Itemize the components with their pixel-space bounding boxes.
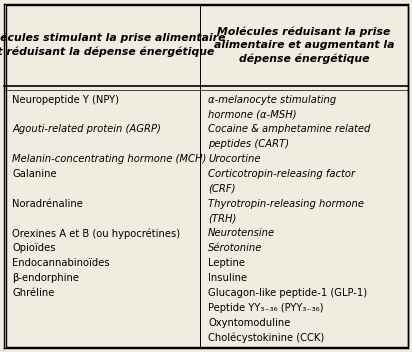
Text: Oxyntomoduline: Oxyntomoduline: [208, 318, 290, 328]
Text: Peptide YY₃₋₃₆ (PYY₃₋₃₆): Peptide YY₃₋₃₆ (PYY₃₋₃₆): [208, 303, 323, 313]
Text: Noradrénaline: Noradrénaline: [12, 199, 83, 209]
Text: Agouti-related protein (AGRP): Agouti-related protein (AGRP): [12, 124, 161, 134]
FancyBboxPatch shape: [6, 5, 408, 347]
Text: Cocaine & amphetamine related: Cocaine & amphetamine related: [208, 124, 370, 134]
Text: Insuline: Insuline: [208, 273, 247, 283]
Text: Ghréline: Ghréline: [12, 288, 55, 298]
Text: Neuropeptide Y (NPY): Neuropeptide Y (NPY): [12, 95, 119, 105]
Text: Molécules réduisant la prise
alimentaire et augmentant la
dépense énergétique: Molécules réduisant la prise alimentaire…: [213, 26, 394, 64]
Text: peptides (CART): peptides (CART): [208, 139, 289, 149]
Text: Orexines A et B (ou hypocrétines): Orexines A et B (ou hypocrétines): [12, 228, 180, 239]
Text: Sérotonine: Sérotonine: [208, 243, 262, 253]
Text: Molécules stimulant la prise alimentaire
et réduisant la dépense énergétique: Molécules stimulant la prise alimentaire…: [0, 33, 226, 57]
Text: Cholécystokinine (CCK): Cholécystokinine (CCK): [208, 332, 324, 343]
Text: Opioïdes: Opioïdes: [12, 243, 56, 253]
Text: (CRF): (CRF): [208, 184, 236, 194]
Text: Urocortine: Urocortine: [208, 154, 260, 164]
Text: α-melanocyte stimulating: α-melanocyte stimulating: [208, 95, 336, 105]
Text: Neurotensine: Neurotensine: [208, 228, 275, 238]
Text: Endocannabinoïdes: Endocannabinoïdes: [12, 258, 110, 268]
Text: (TRH): (TRH): [208, 214, 236, 224]
Text: Thyrotropin-releasing hormone: Thyrotropin-releasing hormone: [208, 199, 364, 209]
Text: β-endorphine: β-endorphine: [12, 273, 80, 283]
Text: hormone (α-MSH): hormone (α-MSH): [208, 109, 297, 120]
Text: Melanin-concentrating hormone (MCH): Melanin-concentrating hormone (MCH): [12, 154, 207, 164]
Text: Glucagon-like peptide-1 (GLP-1): Glucagon-like peptide-1 (GLP-1): [208, 288, 367, 298]
Text: Galanine: Galanine: [12, 169, 57, 179]
Text: Corticotropin-releasing factor: Corticotropin-releasing factor: [208, 169, 355, 179]
Text: Leptine: Leptine: [208, 258, 245, 268]
